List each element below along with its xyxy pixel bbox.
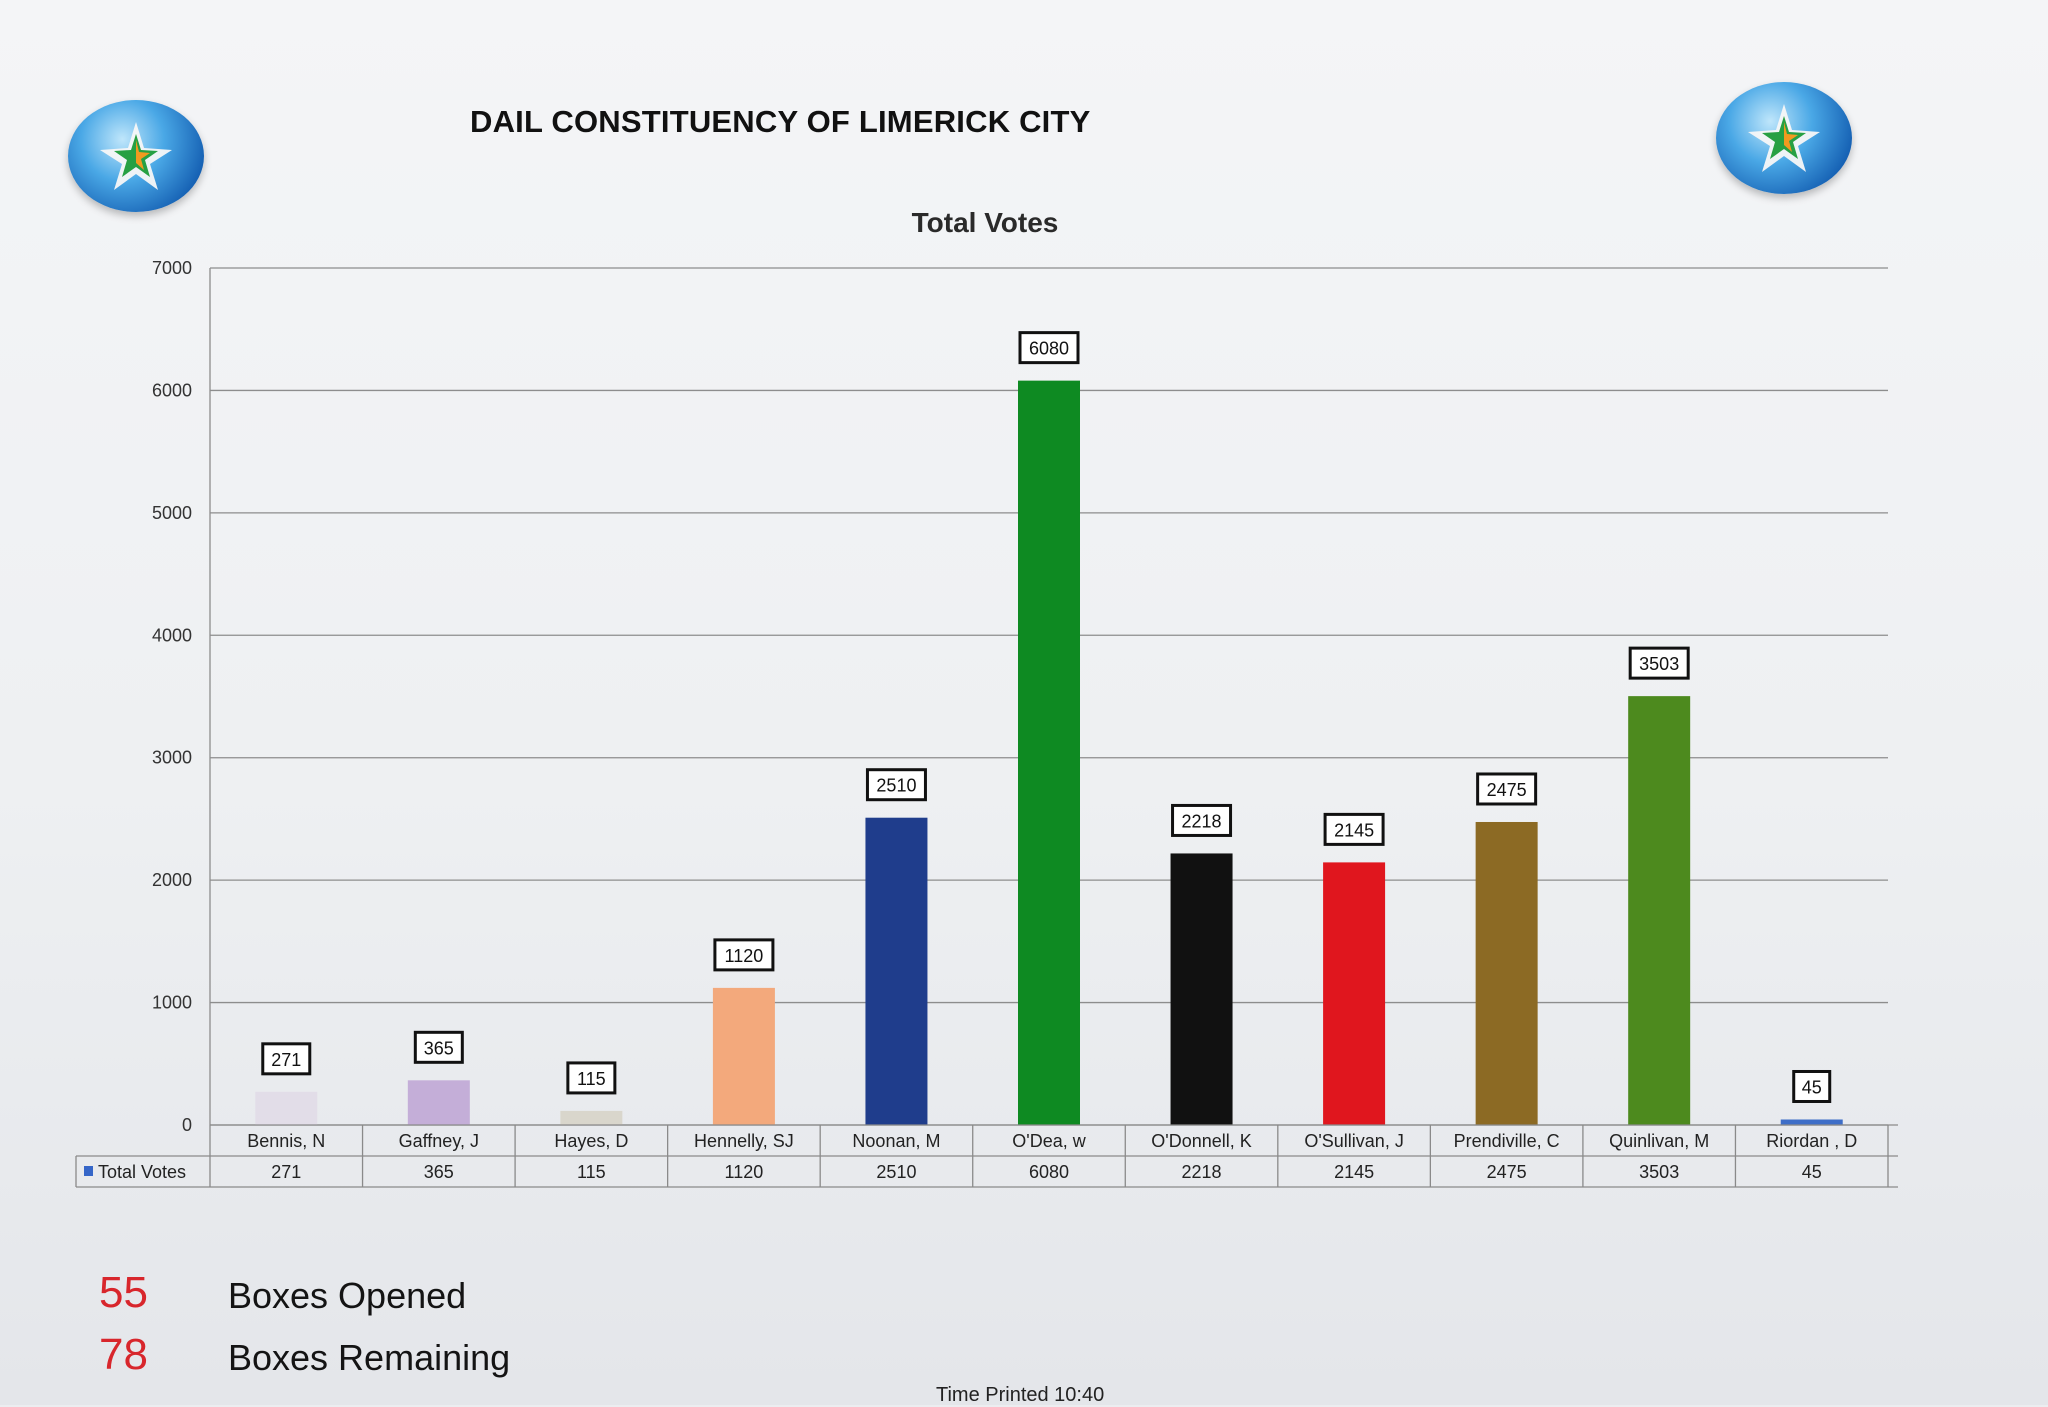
data-label-box xyxy=(1171,803,1233,837)
y-tick-label: 6000 xyxy=(152,380,192,400)
bar xyxy=(407,1080,470,1125)
bar xyxy=(1475,821,1538,1125)
data-label: 1120 xyxy=(725,946,764,966)
table-value: 2510 xyxy=(876,1162,916,1182)
bar xyxy=(255,1091,318,1125)
table-value: 1120 xyxy=(725,1162,764,1182)
y-tick-label: 0 xyxy=(182,1115,192,1135)
bar xyxy=(712,987,775,1125)
category-label: Prendiville, C xyxy=(1454,1131,1560,1151)
category-label: O'Sullivan, J xyxy=(1304,1131,1403,1151)
page-title: DAIL CONSTITUENCY OF LIMERICK CITY xyxy=(470,104,1091,139)
data-label: 45 xyxy=(1802,1077,1822,1097)
bar xyxy=(1018,380,1080,1125)
legend-swatch xyxy=(84,1166,93,1176)
data-label-box xyxy=(261,1042,312,1076)
table-value: 2145 xyxy=(1334,1162,1374,1182)
table-value: 3503 xyxy=(1639,1162,1679,1182)
y-tick-label: 7000 xyxy=(152,258,192,278)
bar xyxy=(1323,862,1386,1125)
category-label: O'Dea, w xyxy=(1012,1131,1086,1151)
category-label: Riordan , D xyxy=(1766,1131,1857,1151)
table-value: 271 xyxy=(271,1162,301,1182)
data-label-box xyxy=(1476,772,1538,806)
data-label-box xyxy=(1018,331,1080,365)
category-label: Gaffney, J xyxy=(399,1131,479,1151)
data-label-box xyxy=(1628,646,1690,680)
category-label: O'Donnell, K xyxy=(1151,1131,1252,1151)
boxes-remaining-label: Boxes Remaining xyxy=(228,1337,511,1378)
time-printed: Time Printed 10:40 xyxy=(936,1384,1105,1406)
data-label-box xyxy=(413,1030,464,1064)
y-tick-label: 4000 xyxy=(152,625,192,645)
data-label-box xyxy=(566,1061,617,1095)
y-tick-label: 3000 xyxy=(152,748,192,768)
star-globe-icon xyxy=(1716,82,1852,194)
legend-label: Total Votes xyxy=(98,1162,186,1182)
data-label-box xyxy=(865,768,927,802)
bar xyxy=(1628,696,1691,1125)
boxes-opened-label: Boxes Opened xyxy=(228,1275,467,1316)
data-label: 271 xyxy=(271,1050,301,1070)
data-label: 2218 xyxy=(1182,811,1222,831)
table-value: 45 xyxy=(1802,1162,1822,1182)
y-tick-label: 2000 xyxy=(152,870,192,890)
data-label-box xyxy=(1792,1069,1832,1103)
chart-title: Total Votes xyxy=(912,207,1059,238)
category-label: Noonan, M xyxy=(852,1131,940,1151)
data-label: 2475 xyxy=(1487,780,1527,800)
bar xyxy=(865,817,928,1125)
y-tick-label: 1000 xyxy=(152,993,192,1013)
data-label: 6080 xyxy=(1029,339,1069,359)
table-value: 6080 xyxy=(1029,1162,1069,1182)
bar xyxy=(1170,853,1233,1125)
boxes-remaining-count: 78 xyxy=(99,1330,148,1379)
table-value: 2218 xyxy=(1182,1162,1222,1182)
data-label: 365 xyxy=(424,1038,454,1058)
boxes-opened-count: 55 xyxy=(99,1268,148,1317)
category-label: Bennis, N xyxy=(247,1131,325,1151)
data-label: 2510 xyxy=(876,776,916,796)
category-label: Hayes, D xyxy=(554,1131,628,1151)
category-label: Quinlivan, M xyxy=(1609,1131,1709,1151)
data-label-box xyxy=(1323,812,1385,846)
table-value: 2475 xyxy=(1487,1162,1527,1182)
bar xyxy=(1780,1119,1843,1125)
y-tick-label: 5000 xyxy=(152,503,192,523)
data-label-box xyxy=(713,938,775,972)
bar xyxy=(560,1110,623,1125)
category-label: Hennelly, SJ xyxy=(694,1131,794,1151)
data-label: 3503 xyxy=(1639,654,1679,674)
data-label: 115 xyxy=(577,1069,606,1089)
table-value: 365 xyxy=(424,1162,454,1182)
table-value: 115 xyxy=(577,1162,606,1182)
data-label: 2145 xyxy=(1334,820,1374,840)
star-globe-icon xyxy=(68,100,204,212)
